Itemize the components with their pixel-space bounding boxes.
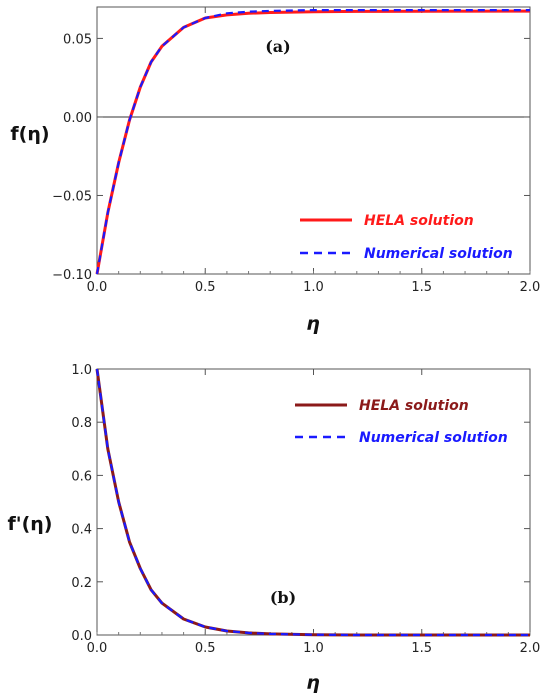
chart-panel-a: 0.0 0.5 1.0 1.5 2.0 0.05 0.00 −0.05 −0.10 HELA so… [10, 6, 541, 335]
y-axis-label: f'(η) [8, 513, 53, 535]
x-axis-label: η [306, 313, 320, 335]
y-tick-label: −0.10 [52, 268, 92, 283]
x-tick-label: 0.0 [87, 280, 108, 295]
plot-frame [96, 368, 531, 636]
x-tick-label: 1.0 [303, 280, 324, 295]
legend-label: Numerical solution [359, 430, 508, 446]
x-axis-label: η [306, 672, 320, 694]
series-line-numerical [95, 9, 530, 275]
x-tick-label: 2.0 [520, 280, 541, 295]
y-tick-label: 0.05 [63, 32, 92, 47]
y-tick-label: 0.8 [71, 416, 92, 431]
x-tick-label: 1.5 [411, 641, 432, 656]
x-tick-label: 2.0 [520, 641, 541, 656]
x-tick-label: 0.5 [195, 641, 216, 656]
y-tick-label: −0.05 [52, 189, 92, 204]
y-tick-label: 0.4 [71, 523, 92, 538]
y-axis-label: f(η) [10, 123, 49, 145]
panel-tag: (b) [270, 588, 296, 607]
y-tick-label: 0.00 [63, 111, 92, 126]
y-tick-label: 0.0 [71, 629, 92, 644]
chart-panel-b: 0.0 0.5 1.0 1.5 2.0 1.0 0.8 0.6 0.4 0.2 0.0 HELA so… [8, 363, 541, 694]
x-tick-label: 1.0 [303, 641, 324, 656]
y-tick-label: 1.0 [71, 363, 92, 378]
x-tick-label: 0.0 [87, 641, 108, 656]
series-line-numerical [95, 368, 530, 637]
y-tick-label: 0.6 [71, 469, 92, 484]
panel-tag: (a) [265, 37, 291, 56]
legend-label: HELA solution [359, 398, 469, 414]
legend-label: Numerical solution [364, 246, 513, 262]
legend-label: HELA solution [364, 213, 474, 229]
x-tick-label: 0.5 [195, 280, 216, 295]
y-tick-label: 0.2 [71, 576, 92, 591]
x-tick-label: 1.5 [411, 280, 432, 295]
plot-frame [96, 6, 531, 275]
